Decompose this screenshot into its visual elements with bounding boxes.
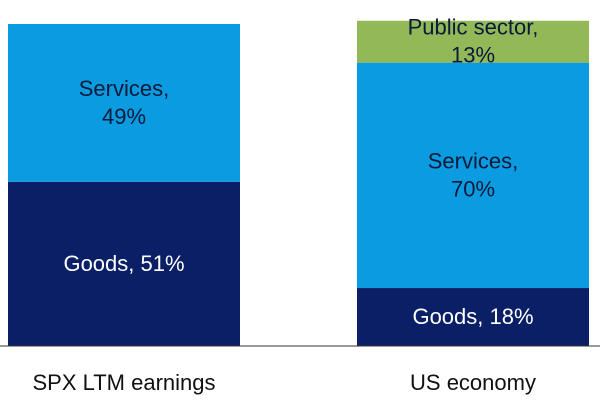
bar-goods-spx-ltm-earnings bbox=[8, 181, 240, 346]
bar-public-sector-us-economy bbox=[357, 20, 589, 63]
data-label-goods-spx-ltm-earnings: Goods, 51% bbox=[63, 251, 184, 276]
data-label-services-us-economy: Services, 70% bbox=[428, 148, 518, 201]
bar-services-us-economy bbox=[357, 62, 589, 289]
data-label-public-sector-us-economy: Public sector, 13% bbox=[408, 15, 539, 68]
x-tick-label-spx-ltm-earnings: SPX LTM earnings bbox=[32, 370, 215, 395]
data-label-goods-us-economy: Goods, 18% bbox=[412, 304, 533, 329]
segment-labels: Goods, 51% Services, 49% Goods, 18% Services… bbox=[63, 15, 538, 329]
category-labels: SPX LTM earnings US economy bbox=[32, 370, 535, 395]
bar-services-spx-ltm-earnings bbox=[8, 24, 240, 182]
data-label-services-spx-ltm-earnings: Services, 49% bbox=[79, 76, 169, 129]
bars bbox=[8, 20, 589, 346]
x-tick-label-us-economy: US economy bbox=[410, 370, 536, 395]
bar-goods-us-economy bbox=[357, 288, 589, 346]
